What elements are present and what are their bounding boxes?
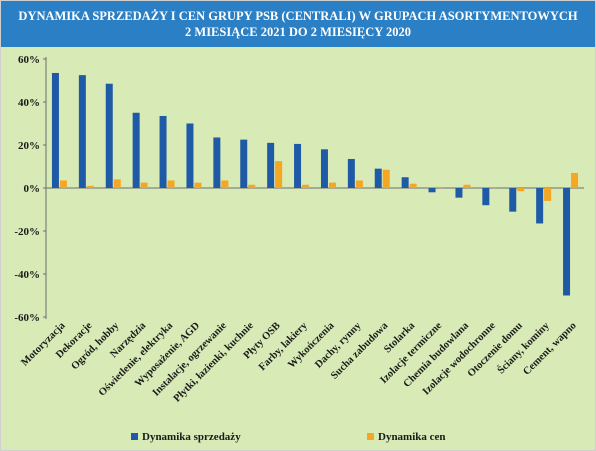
y-tick-label: -40% [14,269,40,281]
bar-sales [320,149,328,188]
bar-prices [248,184,256,188]
bar-sales [132,112,140,188]
bar-sales [482,188,490,206]
plot-background [1,47,595,450]
y-tick-label: 60% [18,54,40,66]
bar-prices [167,180,175,188]
y-tick-label: 40% [18,97,40,109]
bar-sales [78,75,86,188]
bars [51,72,579,296]
bar-prices [59,180,67,188]
y-tick-label: 20% [18,140,40,152]
legend: Dynamika sprzedaży Dynamika cen [131,431,446,443]
axes: -60% -40% -20% 0% 20% 40% 60% [14,54,584,324]
bar-sales [105,83,113,188]
bar-sales [455,188,463,198]
bar-sales [159,115,167,188]
legend-label-prices: Dynamika cen [378,431,446,443]
bar-sales [186,123,194,188]
chart-title: DYNAMIKA SPRZEDAŻY I CEN GRUPY PSB (CENT… [1,1,595,47]
x-tick-label: Motoryzacja [19,320,68,369]
bar-prices [86,185,94,188]
title-line-1: DYNAMIKA SPRZEDAŻY I CEN GRUPY PSB (CENT… [18,9,578,23]
bar-sales [294,143,302,188]
y-tick-label: -20% [14,226,40,238]
bar-prices [221,180,229,188]
bar-prices [517,188,525,192]
bar-prices [463,184,471,188]
bar-sales [509,188,517,212]
bar-prices [113,179,121,188]
bar-prices [140,182,148,188]
legend-swatch-sales [131,433,138,440]
bar-sales [240,139,248,188]
bar-prices [275,161,283,188]
title-line-2: 2 MIESIĄCE 2021 DO 2 MIESIĘCY 2020 [185,25,411,39]
bar-sales [428,188,436,193]
bar-prices [490,186,498,188]
bar-sales [51,72,59,188]
bar-prices [409,183,417,188]
bar-sales [347,158,355,188]
bar-prices [544,188,552,201]
bar-sales [536,188,544,224]
bar-prices [328,182,336,188]
bar-prices [571,172,579,188]
bar-sales [213,137,221,188]
y-tick-label: 0% [24,183,41,195]
bar-prices [302,184,310,188]
bar-sales [401,177,409,188]
legend-swatch-prices [367,433,374,440]
legend-label-sales: Dynamika sprzedaży [142,431,241,443]
bar-prices [436,186,444,188]
bar-sales [563,188,571,296]
bar-prices [382,169,390,188]
y-tick-label: -60% [14,312,40,324]
bar-prices [194,182,202,188]
bar-sales [374,168,382,188]
bar-sales [267,142,275,188]
bar-prices [355,180,363,188]
